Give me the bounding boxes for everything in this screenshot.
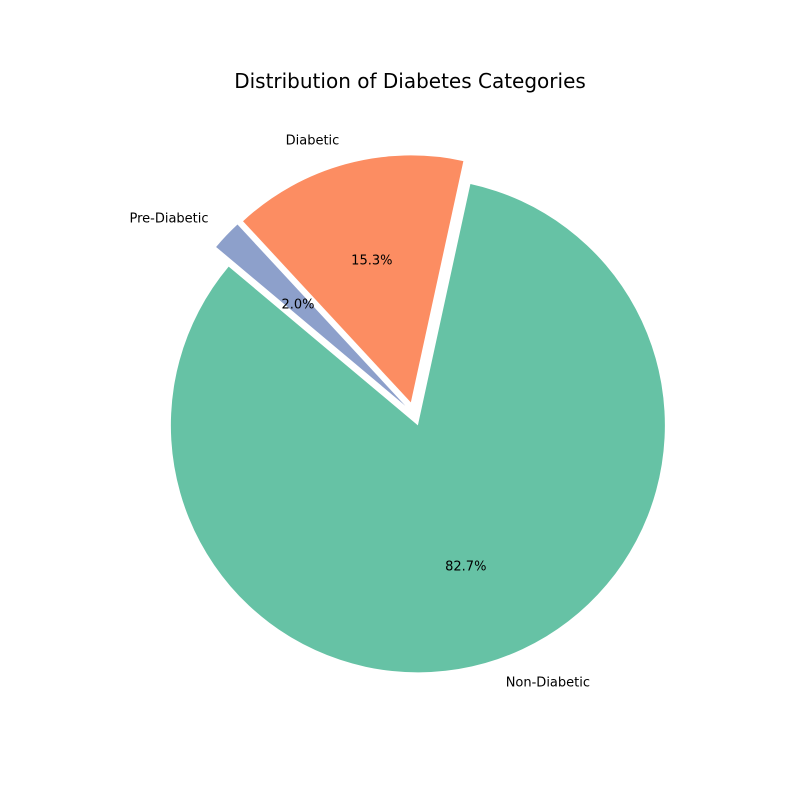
pie-slice-diabetic	[243, 155, 464, 403]
pie-slice-pre-diabetic	[216, 224, 406, 406]
chart-title: Distribution of Diabetes Categories	[234, 69, 586, 93]
pie-slice-non-diabetic	[170, 184, 665, 673]
pie-slices	[170, 155, 665, 673]
slice-percentage: 15.3%	[351, 253, 392, 268]
slice-percentage: 2.0%	[281, 298, 314, 313]
pie-labels: Non-Diabetic 82.7% Diabetic 15.3% Pre-Diabet…	[129, 133, 590, 690]
slice-label: Non-Diabetic	[506, 675, 590, 690]
slice-label: Pre-Diabetic	[129, 211, 208, 226]
slice-label: Diabetic	[286, 133, 340, 148]
slice-percentage: 82.7%	[445, 560, 486, 575]
